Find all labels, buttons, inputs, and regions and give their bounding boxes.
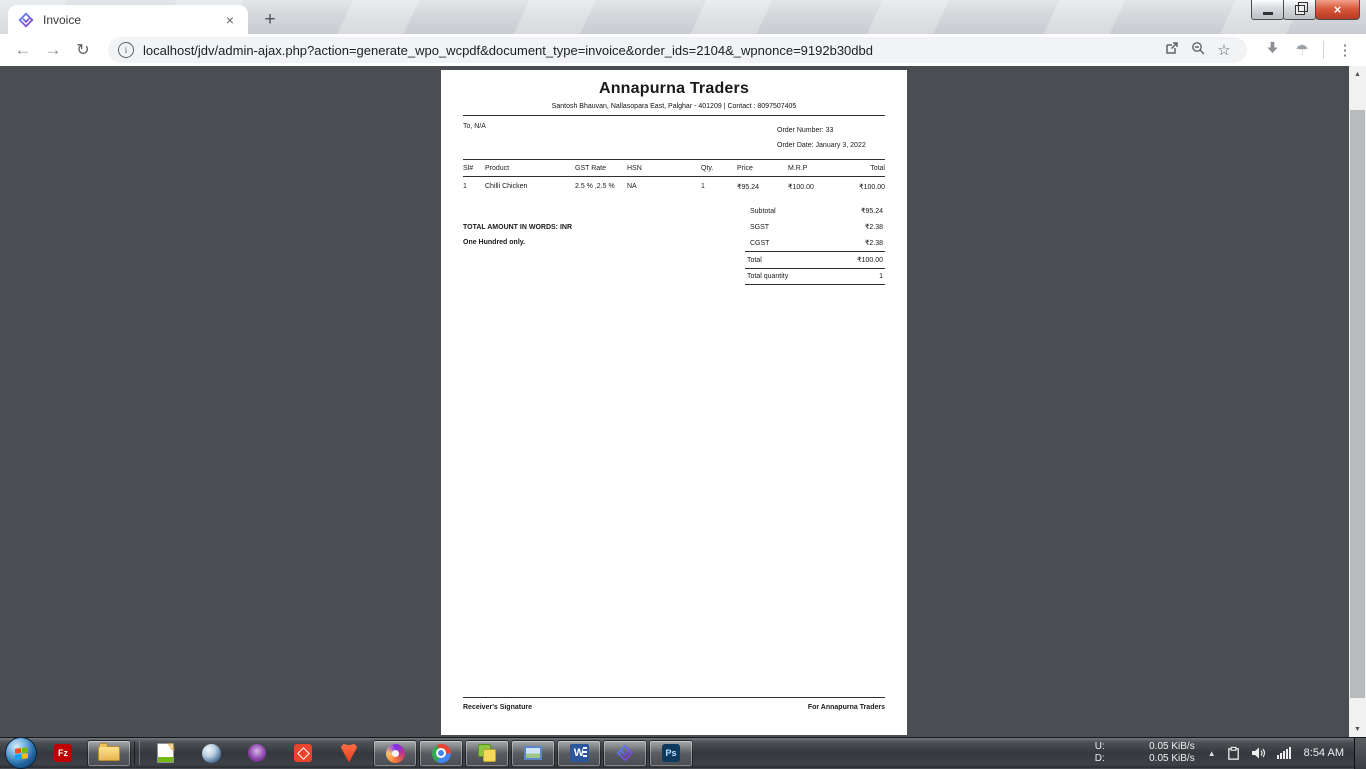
subtotal-row: Subtotal ₹95.24 [750, 207, 883, 216]
forward-icon: → [44, 40, 62, 59]
receiver-signature: Receiver's Signature [463, 704, 532, 711]
minimize-button[interactable] [1251, 0, 1284, 20]
invoice-page: Annapurna Traders Santosh Bhauvan, Nalla… [441, 70, 907, 735]
taskbar-item-swirl-browser[interactable] [373, 739, 417, 767]
taskbar: Fz W Ps U:0.05 KiB/s D:0.05 KiB/s ▲ 8:54… [0, 737, 1366, 769]
taskbar-item-brave[interactable] [327, 740, 371, 767]
total-quantity-row: Total quantity 1 [745, 268, 885, 285]
grand-total-row: Total ₹100.00 [745, 251, 885, 268]
show-desktop-button[interactable] [1354, 737, 1366, 769]
zoom-icon[interactable] [1185, 41, 1211, 60]
invoice-app-icon [616, 744, 634, 762]
taskbar-item-iron-browser[interactable] [189, 740, 233, 767]
minimize-icon [1262, 12, 1273, 15]
swirl-browser-icon [385, 743, 405, 763]
chrome-icon [431, 743, 451, 763]
bookmark-star-icon[interactable]: ☆ [1217, 42, 1231, 59]
scrollbar-thumb[interactable] [1350, 110, 1365, 698]
restore-button[interactable] [1283, 0, 1316, 20]
order-number: Order Number: 33 [777, 127, 834, 134]
table-header-row: Sl# Product GST Rate HSN Qty. Price M.R.… [463, 160, 885, 177]
window-controls: × [1251, 0, 1360, 20]
filezilla-icon: Fz [54, 744, 72, 762]
umbrella-extension-icon[interactable]: ☂ [1295, 42, 1309, 59]
scrollbar[interactable]: ▲ ▼ [1349, 66, 1366, 737]
start-button[interactable] [5, 737, 37, 769]
taskbar-item-red-app[interactable] [281, 740, 325, 767]
close-button[interactable]: × [1315, 0, 1360, 20]
new-tab-button[interactable]: + [264, 9, 276, 30]
invoice-footer: Receiver's Signature For Annapurna Trade… [463, 697, 885, 711]
system-tray: U: 0.05 KiB/s D: 0.05 KiB/s ▲ 8:54 AM [1094, 737, 1366, 769]
back-button[interactable]: ← [8, 40, 38, 60]
header-divider [463, 115, 885, 116]
cgst-row: CGST ₹2.38 [750, 239, 883, 248]
taskbar-item-tor[interactable] [235, 740, 279, 767]
invoice-table: Sl# Product GST Rate HSN Qty. Price M.R.… [463, 159, 885, 197]
clock[interactable]: 8:54 AM [1303, 747, 1344, 759]
taskbar-item-notes[interactable] [465, 739, 509, 767]
address-bar[interactable]: i localhost/jdv/admin-ajax.php?action=ge… [108, 37, 1247, 63]
word-icon: W [569, 744, 589, 762]
taskbar-item-filezilla[interactable]: Fz [41, 740, 85, 767]
close-icon: × [1333, 2, 1342, 17]
taskbar-item-photoshop[interactable]: Ps [649, 739, 693, 767]
page-info-icon[interactable]: i [118, 42, 134, 58]
taskbar-item-invoice-app[interactable] [603, 739, 647, 767]
tor-browser-icon [248, 744, 266, 762]
url-text[interactable]: localhost/jdv/admin-ajax.php?action=gene… [143, 42, 873, 58]
scroll-down-icon[interactable]: ▼ [1354, 725, 1361, 733]
network-signal-icon[interactable] [1276, 747, 1291, 759]
amount-in-words: TOTAL AMOUNT IN WORDS: INR One Hundred o… [463, 224, 573, 246]
taskbar-divider [134, 741, 140, 765]
order-date: Order Date: January 3, 2022 [777, 142, 866, 149]
sgst-row: SGST ₹2.38 [750, 223, 883, 232]
action-center-icon[interactable] [1226, 746, 1241, 761]
browser-tab[interactable]: Invoice × [8, 5, 248, 34]
invoice-company-name: Annapurna Traders [598, 80, 750, 97]
taskbar-item-chrome[interactable] [419, 739, 463, 767]
pdf-viewer-area: Annapurna Traders Santosh Bhauvan, Nalla… [0, 66, 1349, 737]
browser-menu-button[interactable]: ⋮ [1337, 42, 1353, 59]
reload-button[interactable]: ↻ [68, 40, 98, 60]
invoice-totals: Subtotal ₹95.24 SGST ₹2.38 CGST ₹2.38 To… [745, 203, 885, 285]
invoice-company-address: Santosh Bhauvan, Nallasopara East, Palgh… [551, 103, 797, 110]
forward-button[interactable]: → [38, 40, 68, 60]
reload-icon: ↻ [76, 42, 90, 59]
external-link-icon[interactable] [1159, 41, 1185, 60]
invoice-meta: To, N/A Order Number: 33 Order Date: Jan… [441, 116, 907, 159]
toolbar-separator [1323, 41, 1324, 59]
iron-browser-icon [201, 743, 221, 763]
hidden-icons-button[interactable]: ▲ [1207, 748, 1216, 758]
scroll-up-icon[interactable]: ▲ [1354, 70, 1361, 78]
for-company: For Annapurna Traders [807, 704, 885, 711]
taskbar-item-image-viewer[interactable] [511, 739, 555, 767]
taskbar-item-word[interactable]: W [557, 739, 601, 767]
sticky-notes-icon [478, 744, 496, 762]
window-titlebar: Invoice × + [0, 0, 1366, 34]
red-diamond-icon [294, 744, 312, 762]
invoice-recipient: To, N/A [463, 123, 486, 130]
restore-icon [1294, 1, 1308, 15]
tab-title: Invoice [43, 12, 82, 27]
table-row: 1 Chilli Chicken 2.5 % ,2.5 % NA 1 ₹95.2… [463, 183, 885, 191]
windows-logo-icon [14, 746, 28, 760]
notepad-icon [156, 743, 174, 763]
taskbar-item-notepad[interactable] [143, 740, 187, 767]
tab-close-icon[interactable]: × [225, 11, 235, 28]
image-viewer-icon [524, 746, 542, 760]
folder-icon [98, 742, 120, 761]
volume-icon[interactable] [1251, 746, 1267, 760]
brave-browser-icon [340, 743, 358, 763]
order-info: Order Number: 33 Order Date: January 3, … [777, 123, 885, 153]
taskbar-item-explorer[interactable] [87, 739, 131, 767]
photoshop-icon: Ps [662, 744, 680, 762]
download-extension-icon[interactable] [1257, 40, 1287, 60]
browser-toolbar: ← → ↻ i localhost/jdv/admin-ajax.php?act… [0, 34, 1366, 66]
network-speed-monitor: U: 0.05 KiB/s D: 0.05 KiB/s [1094, 741, 1195, 764]
back-icon: ← [14, 40, 32, 59]
site-favicon-icon [18, 12, 34, 27]
